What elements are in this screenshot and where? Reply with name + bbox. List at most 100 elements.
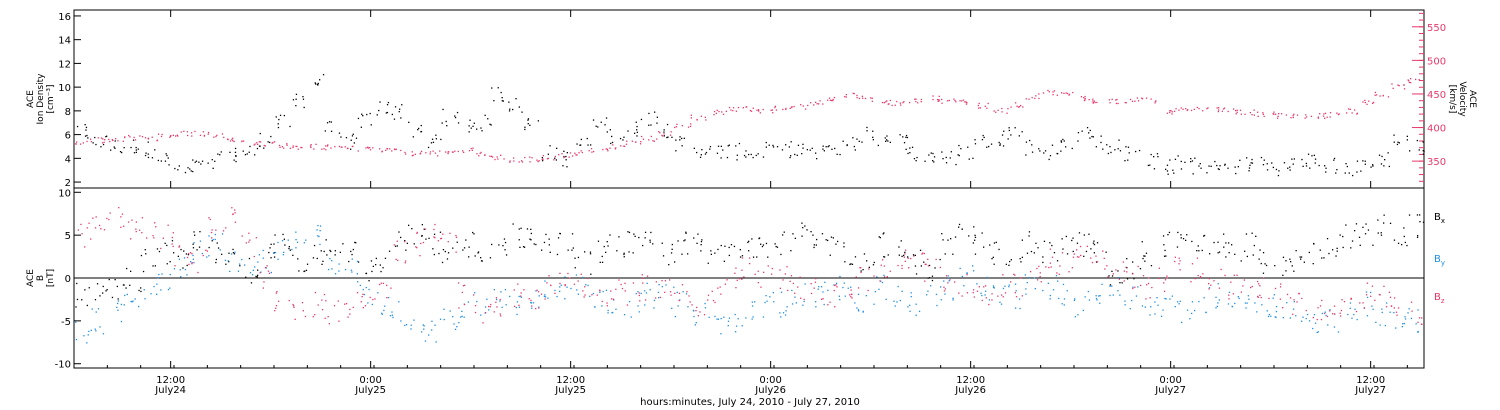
data-point bbox=[881, 101, 884, 104]
data-point bbox=[1305, 114, 1307, 116]
data-point bbox=[833, 284, 835, 286]
data-point bbox=[1386, 302, 1388, 304]
data-point bbox=[1006, 112, 1008, 114]
data-point bbox=[881, 281, 884, 284]
data-point bbox=[245, 242, 247, 244]
data-point bbox=[1138, 149, 1141, 152]
data-point bbox=[186, 131, 189, 133]
data-point bbox=[834, 306, 836, 308]
data-point bbox=[1180, 237, 1182, 239]
data-point bbox=[1166, 164, 1169, 166]
data-point bbox=[954, 281, 956, 283]
data-point bbox=[1068, 94, 1070, 96]
data-point bbox=[749, 257, 751, 259]
data-point bbox=[111, 139, 113, 141]
data-point bbox=[381, 151, 383, 153]
data-point bbox=[1182, 108, 1184, 110]
data-point bbox=[431, 320, 433, 322]
data-point bbox=[1199, 276, 1202, 278]
data-point bbox=[415, 246, 417, 248]
data-point bbox=[141, 136, 144, 138]
data-point bbox=[972, 157, 974, 159]
data-point bbox=[748, 240, 750, 242]
data-point bbox=[504, 289, 507, 291]
data-point bbox=[961, 100, 963, 102]
data-point bbox=[565, 155, 567, 158]
data-point bbox=[1174, 306, 1176, 308]
data-point bbox=[1202, 110, 1204, 112]
data-point bbox=[1302, 165, 1304, 167]
data-point bbox=[1234, 253, 1236, 255]
data-point bbox=[316, 229, 318, 231]
data-point bbox=[120, 216, 122, 218]
data-point bbox=[886, 100, 888, 102]
data-point bbox=[370, 260, 373, 262]
data-point bbox=[815, 101, 817, 103]
data-point bbox=[314, 291, 317, 294]
data-point bbox=[90, 238, 92, 240]
data-point bbox=[1208, 278, 1210, 280]
data-point bbox=[365, 272, 368, 275]
data-point bbox=[646, 282, 648, 284]
data-point bbox=[380, 282, 382, 284]
data-point bbox=[879, 280, 881, 282]
data-point bbox=[1333, 326, 1336, 328]
data-point bbox=[227, 138, 229, 141]
data-point bbox=[1076, 256, 1079, 258]
data-point bbox=[340, 136, 342, 138]
data-point bbox=[197, 271, 199, 274]
data-point bbox=[1016, 105, 1018, 107]
data-point bbox=[585, 284, 587, 286]
data-point bbox=[916, 156, 918, 159]
data-point bbox=[1015, 296, 1018, 298]
data-point bbox=[274, 251, 277, 254]
data-point bbox=[720, 157, 722, 159]
data-point bbox=[591, 151, 593, 153]
data-point bbox=[1001, 107, 1003, 110]
data-point bbox=[812, 234, 814, 236]
data-point bbox=[268, 251, 270, 254]
data-point bbox=[509, 295, 511, 298]
data-point bbox=[1324, 117, 1326, 119]
data-point bbox=[1001, 294, 1003, 296]
data-point bbox=[379, 264, 381, 266]
data-point bbox=[1251, 162, 1254, 164]
data-point bbox=[385, 149, 387, 151]
data-point bbox=[770, 109, 772, 111]
data-point bbox=[488, 305, 490, 308]
data-point bbox=[1194, 157, 1196, 159]
data-point bbox=[1385, 306, 1388, 308]
data-point bbox=[1149, 314, 1151, 316]
data-point bbox=[883, 232, 885, 234]
data-point bbox=[584, 251, 586, 253]
data-point bbox=[386, 297, 388, 299]
data-point bbox=[606, 148, 609, 150]
data-point bbox=[310, 144, 312, 146]
data-point bbox=[317, 235, 319, 237]
data-point bbox=[394, 106, 397, 108]
data-point bbox=[974, 253, 977, 255]
data-point bbox=[1372, 244, 1374, 246]
data-point bbox=[1031, 96, 1033, 99]
data-point bbox=[988, 303, 990, 306]
data-point bbox=[1362, 226, 1364, 228]
data-point bbox=[1333, 159, 1335, 161]
data-point bbox=[1020, 277, 1022, 279]
data-point bbox=[225, 227, 227, 229]
data-point bbox=[1372, 102, 1374, 104]
data-point bbox=[751, 318, 753, 320]
data-point bbox=[571, 233, 574, 235]
data-point bbox=[1076, 242, 1079, 244]
data-point bbox=[609, 234, 611, 236]
data-point bbox=[1002, 145, 1005, 147]
data-point bbox=[1121, 282, 1123, 284]
data-point bbox=[234, 221, 237, 223]
data-point bbox=[463, 316, 465, 318]
data-point bbox=[961, 275, 963, 278]
data-point bbox=[627, 130, 629, 132]
data-point bbox=[1051, 256, 1054, 258]
data-point bbox=[734, 272, 736, 274]
data-point bbox=[1026, 282, 1028, 284]
data-point bbox=[1163, 290, 1166, 292]
data-point bbox=[127, 221, 130, 223]
